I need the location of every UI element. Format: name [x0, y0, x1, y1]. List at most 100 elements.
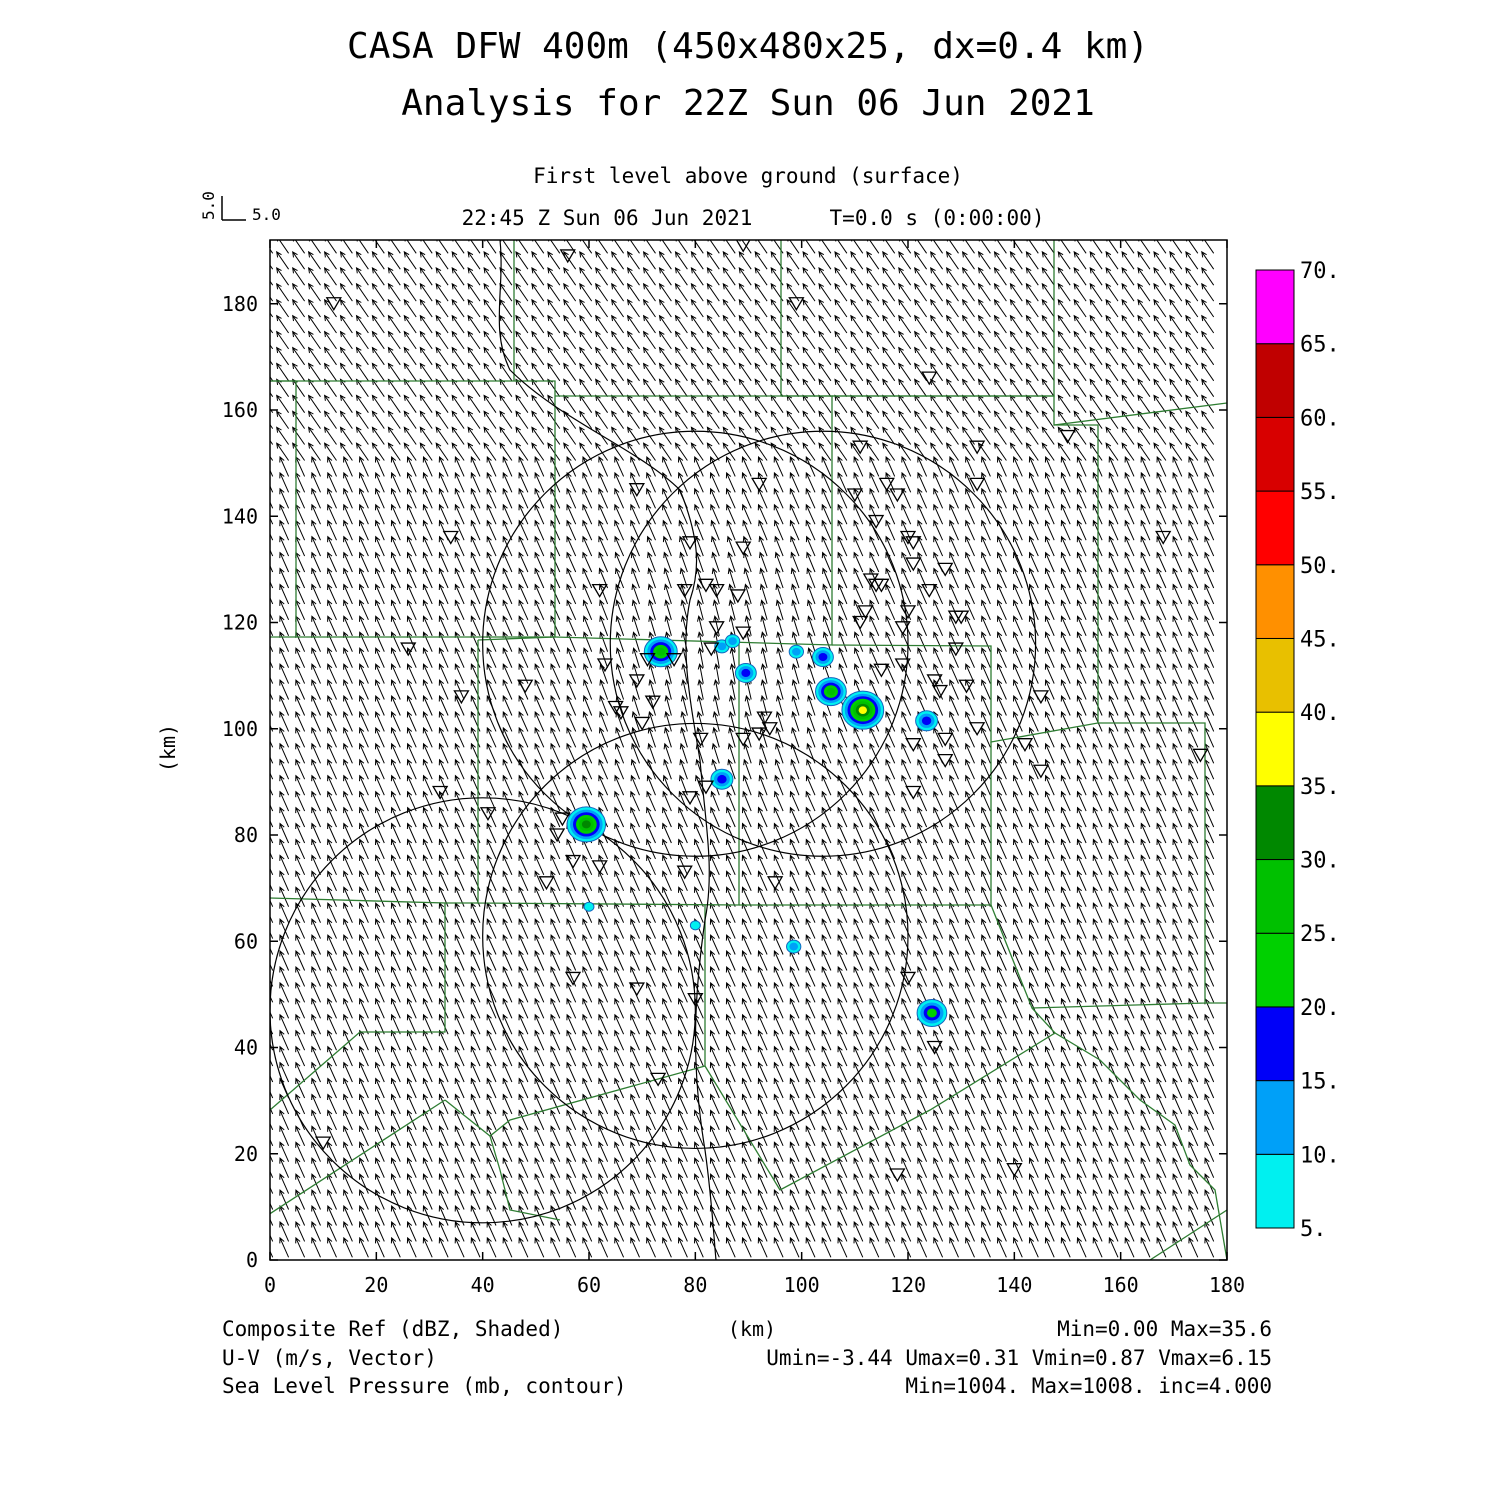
- echo: [788, 644, 804, 659]
- station-marker: [905, 536, 922, 551]
- station-marker: [628, 674, 645, 689]
- station-marker: [761, 722, 778, 737]
- colorbar-label: 10.: [1300, 1143, 1340, 1168]
- station-marker: [852, 440, 869, 455]
- station-marker: [921, 371, 938, 386]
- vector-key-v-label: 5.0: [199, 191, 218, 220]
- y-tick-label: 20: [234, 1142, 258, 1166]
- station-marker: [634, 716, 651, 731]
- county-boundaries: [270, 240, 1227, 1260]
- y-tick-label: 60: [234, 929, 258, 953]
- echo: [841, 690, 885, 730]
- x-tick-label: 120: [890, 1273, 926, 1297]
- station-marker: [899, 605, 917, 620]
- echo-level: [826, 687, 836, 696]
- forecast-time-label: T=0.0 s (0:00:00): [830, 206, 1045, 230]
- station-marker: [867, 514, 885, 529]
- echo-level: [792, 647, 801, 656]
- echo: [643, 636, 678, 668]
- colorbar-segment: [1255, 269, 1295, 345]
- echo-level: [656, 647, 666, 656]
- station-marker: [644, 695, 661, 710]
- station-markers: [315, 240, 1209, 1183]
- y-tick-label: 80: [234, 823, 258, 847]
- station-marker: [517, 679, 534, 694]
- station-marker: [628, 483, 645, 497]
- plot-frame: [269, 239, 1228, 1261]
- station-marker: [968, 477, 986, 492]
- station-marker: [649, 1072, 667, 1087]
- x-tick-label: 80: [683, 1273, 707, 1297]
- radar-ring: [482, 430, 909, 857]
- y-tick-label: 40: [234, 1036, 258, 1060]
- radar-ring: [482, 722, 909, 1150]
- station-marker: [591, 860, 608, 875]
- station-marker: [735, 732, 752, 747]
- colorbar-segment: [1255, 711, 1295, 787]
- station-marker: [692, 732, 709, 747]
- colorbar-label: 55.: [1300, 480, 1340, 505]
- vector-key-u-label: 5.0: [252, 205, 281, 224]
- station-marker: [735, 626, 752, 641]
- station-marker: [926, 1040, 943, 1055]
- station-marker: [708, 583, 725, 598]
- echo: [811, 647, 834, 668]
- colorbar-label: 45.: [1300, 627, 1340, 652]
- y-tick-label: 140: [222, 504, 258, 528]
- colorbar-label: 40.: [1300, 701, 1340, 726]
- wind-vector-field: [270, 240, 1215, 1258]
- station-marker: [968, 722, 986, 737]
- station-marker: [889, 488, 906, 503]
- y-tick-label: 160: [222, 398, 258, 422]
- station-marker: [681, 791, 699, 806]
- station-marker: [926, 674, 943, 689]
- station-marker: [607, 700, 624, 715]
- footer-field1: Composite Ref (dBZ, Shaded): [222, 1317, 563, 1341]
- colorbar-segment: [1255, 859, 1295, 934]
- echo-level: [717, 642, 727, 651]
- footer-field2: U-V (m/s, Vector): [222, 1346, 437, 1370]
- station-marker: [538, 876, 555, 891]
- colorbar-label: 60.: [1300, 406, 1340, 431]
- echo-level: [858, 706, 867, 714]
- station-marker: [735, 240, 751, 253]
- y-tick-label: 120: [222, 611, 258, 635]
- y-tick-label: 0: [246, 1248, 258, 1272]
- y-axis-label: (km): [156, 724, 180, 772]
- station-marker: [766, 876, 784, 891]
- echo: [734, 662, 757, 683]
- station-marker: [878, 477, 895, 492]
- radar-range-rings: [270, 430, 1037, 1224]
- station-marker: [1192, 748, 1209, 763]
- station-marker: [852, 615, 869, 630]
- station-marker: [596, 658, 614, 673]
- wind-vectors: [270, 240, 1215, 1258]
- echo: [724, 634, 741, 649]
- station-marker: [905, 557, 922, 572]
- station-marker: [564, 854, 582, 869]
- echo: [815, 677, 847, 707]
- station-marker: [1016, 738, 1034, 752]
- echo: [566, 806, 607, 843]
- station-marker: [968, 440, 986, 455]
- station-marker: [1059, 429, 1076, 444]
- station-marker: [665, 653, 683, 667]
- station-marker: [453, 690, 470, 705]
- station-marker: [931, 684, 949, 699]
- station-marker: [894, 658, 911, 673]
- station-marker: [873, 578, 890, 593]
- colorbar-label: 25.: [1300, 922, 1340, 947]
- echo-level: [926, 1008, 937, 1018]
- colorbar-segment: [1255, 932, 1295, 1008]
- echo-level: [741, 668, 751, 678]
- radar-ring: [609, 430, 1037, 857]
- x-tick-label: 20: [364, 1273, 388, 1297]
- footer-field2-stats: Umin=-3.44 Umax=0.31 Vmin=0.87 Vmax=6.15: [766, 1346, 1272, 1370]
- station-marker: [889, 1168, 906, 1183]
- colorbar-label: 20.: [1300, 996, 1340, 1021]
- station-marker: [479, 807, 497, 822]
- colorbar-segment: [1255, 1080, 1295, 1155]
- x-tick-label: 180: [1209, 1273, 1245, 1297]
- echo-level: [717, 774, 727, 784]
- station-marker: [751, 477, 768, 492]
